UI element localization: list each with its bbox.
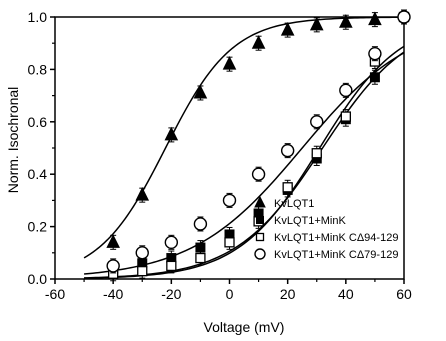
data-point-filled-square <box>195 242 206 253</box>
data-point-filled-square <box>166 253 177 264</box>
legend-entry-label: KvLQT1+MinK CΔ79-129 <box>274 249 398 261</box>
legend-entry-label: KvLQT1+MinK CΔ94-129 <box>274 232 398 244</box>
data-point-open-circle <box>251 167 266 181</box>
data-point-triangle <box>368 11 382 26</box>
x-tick-label: -40 <box>103 286 123 302</box>
x-tick-label: -20 <box>161 286 181 302</box>
data-point-open-square <box>311 148 322 159</box>
data-point-triangle <box>309 16 324 31</box>
data-marks-layer <box>106 9 411 282</box>
y-tick-label: 0.8 <box>28 61 48 77</box>
data-point-open-square <box>340 111 351 122</box>
data-point-open-circle <box>368 46 382 61</box>
data-point-open-square <box>255 232 265 242</box>
data-point-open-circle <box>310 115 324 129</box>
x-tick-label: 20 <box>280 286 296 302</box>
fit-curve <box>83 16 405 259</box>
y-tick-label: 0.4 <box>28 166 48 182</box>
data-point-open-square <box>195 252 206 264</box>
data-point-triangle <box>106 234 120 248</box>
data-point-open-circle <box>339 83 353 98</box>
data-point-open-square <box>166 260 177 272</box>
data-point-filled-square <box>137 258 148 269</box>
data-point-filled-square <box>224 229 235 240</box>
data-point-triangle <box>339 14 353 28</box>
data-point-open-circle <box>193 217 208 231</box>
data-point-open-square <box>224 237 235 248</box>
data-point-triangle <box>254 195 266 208</box>
data-point-open-circle <box>280 143 295 158</box>
data-point-triangle <box>280 21 295 36</box>
x-tick-label: 0 <box>226 286 234 302</box>
data-point-open-square <box>137 265 148 277</box>
data-point-triangle <box>135 187 150 201</box>
data-point-open-circle <box>222 193 237 208</box>
y-tick-label: 0.2 <box>28 219 48 235</box>
axes-layer: -60 -40 -20 0 20 40 60 0.0 0.2 0.4 0.6 0.8 1.0 <box>28 9 412 302</box>
y-tick-label: 1.0 <box>28 9 48 25</box>
x-tick-label: -60 <box>45 286 65 302</box>
x-axis-title: Voltage (mV) <box>204 319 285 335</box>
x-tick-label: 60 <box>396 286 412 302</box>
x-tick-label: 40 <box>338 286 354 302</box>
data-point-open-circle <box>106 259 120 273</box>
data-point-open-circle <box>397 10 411 24</box>
y-tick-label: 0.6 <box>28 114 48 130</box>
legend-entry-label: KvLQT1+MinK <box>274 215 346 227</box>
y-tick-label: 0.0 <box>28 271 48 287</box>
legend: KvLQT1 KvLQT1+MinK KvLQT1+MinK CΔ94-129 KvL… <box>254 195 398 261</box>
data-point-open-square <box>282 182 293 193</box>
data-point-triangle <box>164 126 179 141</box>
data-point-filled-square <box>256 216 264 224</box>
data-point-triangle <box>222 56 237 70</box>
data-point-triangle <box>251 35 266 49</box>
data-point-filled-square <box>253 208 264 219</box>
data-point-triangle <box>193 84 208 99</box>
data-point-open-circle <box>135 246 149 260</box>
data-point-open-circle <box>254 248 266 260</box>
data-point-open-circle <box>164 235 179 250</box>
data-point-filled-square <box>369 72 380 83</box>
legend-entry-label: KvLQT1 <box>274 198 314 210</box>
y-axis-title: Norm. Isochronal <box>5 87 21 194</box>
